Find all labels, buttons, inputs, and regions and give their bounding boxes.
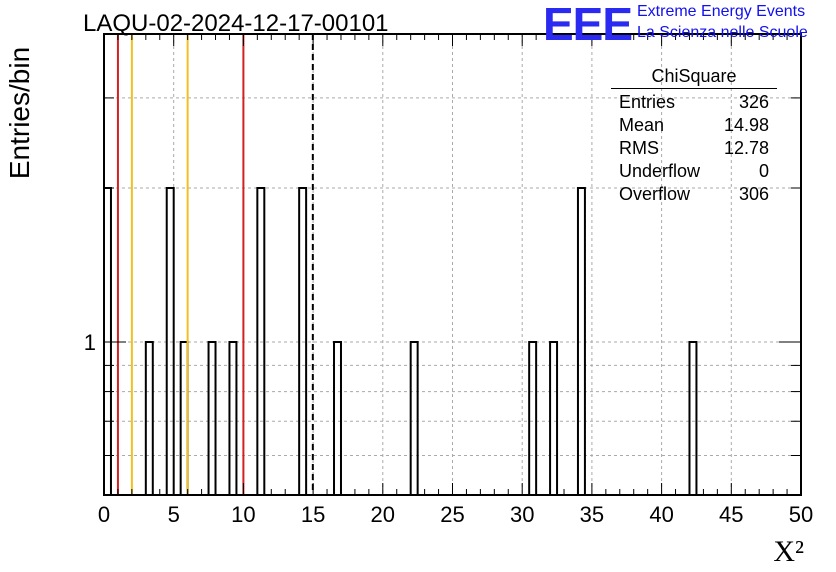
x-tick-label: 20 xyxy=(371,502,395,527)
eee-logo: EEE xyxy=(543,0,633,50)
x-tick-label: 30 xyxy=(510,502,534,527)
x-tick-label: 45 xyxy=(719,502,743,527)
stats-row-underflow: Underflow 0 xyxy=(611,160,777,183)
stats-value: 306 xyxy=(738,184,769,204)
x-tick-label: 25 xyxy=(440,502,464,527)
x-tick-label: 50 xyxy=(789,502,813,527)
stats-label: RMS xyxy=(619,138,659,158)
stats-title: ChiSquare xyxy=(611,66,777,89)
stats-row-overflow: Overflow 306 xyxy=(611,183,777,206)
stats-value: 326 xyxy=(738,92,769,112)
stats-value: 14.98 xyxy=(723,115,769,135)
x-tick-label: 5 xyxy=(168,502,180,527)
stats-value: 12.78 xyxy=(723,138,769,158)
stats-row-mean: Mean 14.98 xyxy=(611,114,777,137)
x-tick-label: 35 xyxy=(580,502,604,527)
chart-title: LAQU-02-2024-12-17-00101 xyxy=(83,10,389,37)
x-tick-label: 10 xyxy=(231,502,255,527)
x-tick-label: 0 xyxy=(98,502,110,527)
logo-line1: Extreme Energy Events xyxy=(637,3,806,20)
stats-label: Overflow xyxy=(619,184,691,204)
y-axis-label: Entries/bin xyxy=(4,46,35,180)
x-tick-label: 15 xyxy=(301,502,325,527)
stats-label: Mean xyxy=(619,115,665,135)
stats-label: Underflow xyxy=(619,161,701,181)
x-axis-label: X² xyxy=(773,535,804,568)
stats-row-entries: Entries 326 xyxy=(611,91,777,114)
logo-line2: La Scienza nelle Scuole xyxy=(637,24,808,41)
stats-row-rms: RMS 12.78 xyxy=(611,137,777,160)
stats-value: 0 xyxy=(758,161,769,181)
stats-box: ChiSquare Entries 326 Mean 14.98 RMS 12.… xyxy=(611,66,777,206)
x-tick-label: 40 xyxy=(649,502,673,527)
stats-label: Entries xyxy=(619,92,676,112)
y-tick-label: 1 xyxy=(84,330,96,355)
